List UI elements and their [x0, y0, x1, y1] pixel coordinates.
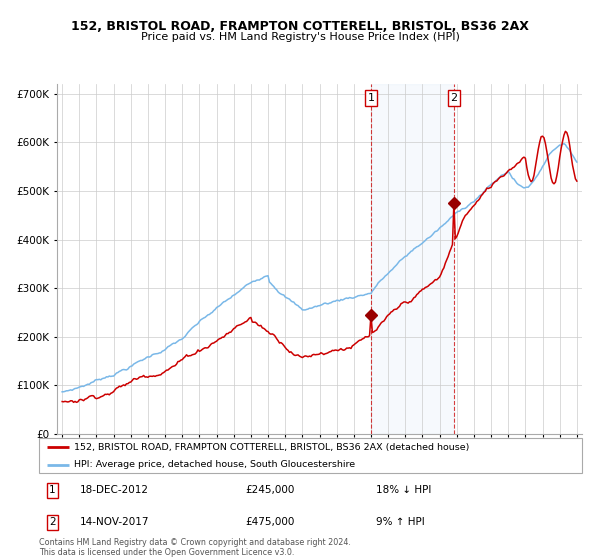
Text: 152, BRISTOL ROAD, FRAMPTON COTTERELL, BRISTOL, BS36 2AX (detached house): 152, BRISTOL ROAD, FRAMPTON COTTERELL, B…	[74, 442, 470, 452]
Text: HPI: Average price, detached house, South Gloucestershire: HPI: Average price, detached house, Sout…	[74, 460, 355, 469]
Text: 18% ↓ HPI: 18% ↓ HPI	[376, 486, 431, 496]
Text: Contains HM Land Registry data © Crown copyright and database right 2024.
This d: Contains HM Land Registry data © Crown c…	[39, 538, 351, 557]
Bar	[371, 84, 454, 434]
Text: 9% ↑ HPI: 9% ↑ HPI	[376, 517, 424, 528]
Text: 14-NOV-2017: 14-NOV-2017	[80, 517, 149, 528]
Text: 2: 2	[49, 517, 56, 528]
Text: 152, BRISTOL ROAD, FRAMPTON COTTERELL, BRISTOL, BS36 2AX: 152, BRISTOL ROAD, FRAMPTON COTTERELL, B…	[71, 20, 529, 32]
Text: 1: 1	[49, 486, 56, 496]
Text: 18-DEC-2012: 18-DEC-2012	[80, 486, 149, 496]
Text: 2: 2	[451, 93, 457, 102]
FancyBboxPatch shape	[39, 438, 582, 473]
Text: £245,000: £245,000	[245, 486, 295, 496]
Text: £475,000: £475,000	[245, 517, 295, 528]
Text: Price paid vs. HM Land Registry's House Price Index (HPI): Price paid vs. HM Land Registry's House …	[140, 32, 460, 43]
Text: 1: 1	[367, 93, 374, 102]
